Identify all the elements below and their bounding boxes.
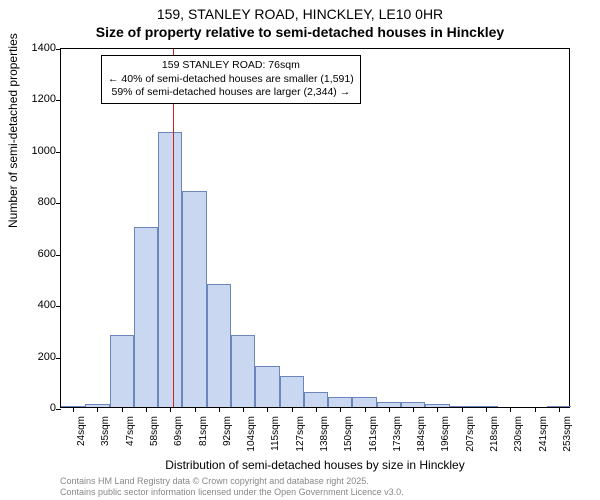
- plot-area: 159 STANLEY ROAD: 76sqm← 40% of semi-det…: [60, 48, 570, 408]
- ytick-label: 1400: [16, 42, 56, 54]
- xtick-mark: [97, 407, 98, 412]
- info-box-line3: 59% of semi-detached houses are larger (…: [108, 86, 354, 100]
- histogram-bar: [207, 284, 231, 407]
- histogram-bar: [231, 335, 255, 407]
- ytick-label: 800: [16, 196, 56, 208]
- ytick-mark: [56, 49, 61, 50]
- histogram-bar: [182, 191, 206, 407]
- xtick-mark: [195, 407, 196, 412]
- ytick-label: 400: [16, 299, 56, 311]
- title-description: Size of property relative to semi-detach…: [0, 24, 600, 40]
- xtick-label: 24sqm: [76, 416, 87, 446]
- ytick-label: 0: [16, 402, 56, 414]
- xtick-label: 81sqm: [198, 416, 209, 446]
- info-box-line2: ← 40% of semi-detached houses are smalle…: [108, 73, 354, 87]
- xtick-label: 150sqm: [343, 416, 354, 452]
- ytick-mark: [56, 203, 61, 204]
- histogram-bar: [255, 366, 279, 407]
- xtick-label: 92sqm: [222, 416, 233, 446]
- xtick-mark: [340, 407, 341, 412]
- xtick-label: 218sqm: [489, 416, 500, 452]
- x-axis-label: Distribution of semi-detached houses by …: [60, 458, 570, 472]
- xtick-mark: [486, 407, 487, 412]
- title-address: 159, STANLEY ROAD, HINCKLEY, LE10 0HR: [0, 6, 600, 22]
- ytick-label: 1000: [16, 145, 56, 157]
- ytick-mark: [56, 409, 61, 410]
- xtick-label: 138sqm: [319, 416, 330, 452]
- xtick-label: 35sqm: [100, 416, 111, 446]
- footer-line1: Contains HM Land Registry data © Crown c…: [60, 476, 404, 487]
- xtick-mark: [365, 407, 366, 412]
- xtick-label: 184sqm: [416, 416, 427, 452]
- ytick-mark: [56, 100, 61, 101]
- xtick-label: 230sqm: [513, 416, 524, 452]
- ytick-mark: [56, 306, 61, 307]
- xtick-mark: [316, 407, 317, 412]
- xtick-mark: [462, 407, 463, 412]
- ytick-mark: [56, 255, 61, 256]
- xtick-label: 104sqm: [246, 416, 257, 452]
- info-box: 159 STANLEY ROAD: 76sqm← 40% of semi-det…: [101, 55, 361, 104]
- xtick-mark: [437, 407, 438, 412]
- xtick-mark: [292, 407, 293, 412]
- histogram-bar: [352, 397, 376, 407]
- ytick-mark: [56, 152, 61, 153]
- histogram-bar: [328, 397, 352, 407]
- xtick-mark: [122, 407, 123, 412]
- xtick-label: 115sqm: [270, 416, 281, 451]
- ytick-mark: [56, 358, 61, 359]
- xtick-label: 196sqm: [440, 416, 451, 452]
- xtick-label: 69sqm: [173, 416, 184, 446]
- info-box-line1: 159 STANLEY ROAD: 76sqm: [108, 59, 354, 73]
- xtick-mark: [243, 407, 244, 412]
- xtick-label: 127sqm: [295, 416, 306, 452]
- footer-line2: Contains public sector information licen…: [60, 487, 404, 498]
- xtick-mark: [559, 407, 560, 412]
- xtick-mark: [413, 407, 414, 412]
- xtick-mark: [146, 407, 147, 412]
- xtick-mark: [389, 407, 390, 412]
- footer-attribution: Contains HM Land Registry data © Crown c…: [60, 476, 404, 498]
- ytick-label: 200: [16, 351, 56, 363]
- histogram-bar: [304, 392, 328, 407]
- xtick-label: 207sqm: [465, 416, 476, 452]
- xtick-label: 58sqm: [149, 416, 160, 446]
- xtick-mark: [510, 407, 511, 412]
- xtick-label: 161sqm: [368, 416, 379, 452]
- ytick-label: 1200: [16, 93, 56, 105]
- xtick-label: 47sqm: [125, 416, 136, 446]
- xtick-mark: [219, 407, 220, 412]
- xtick-mark: [267, 407, 268, 412]
- histogram-bar: [110, 335, 134, 407]
- xtick-label: 241sqm: [538, 416, 549, 452]
- xtick-mark: [170, 407, 171, 412]
- histogram-bar: [134, 227, 158, 407]
- xtick-mark: [73, 407, 74, 412]
- ytick-label: 600: [16, 248, 56, 260]
- chart-title: 159, STANLEY ROAD, HINCKLEY, LE10 0HR Si…: [0, 0, 600, 40]
- xtick-label: 173sqm: [392, 416, 403, 452]
- xtick-label: 253sqm: [562, 416, 573, 452]
- histogram-bar: [280, 376, 304, 407]
- histogram-bar: [158, 132, 182, 407]
- xtick-mark: [535, 407, 536, 412]
